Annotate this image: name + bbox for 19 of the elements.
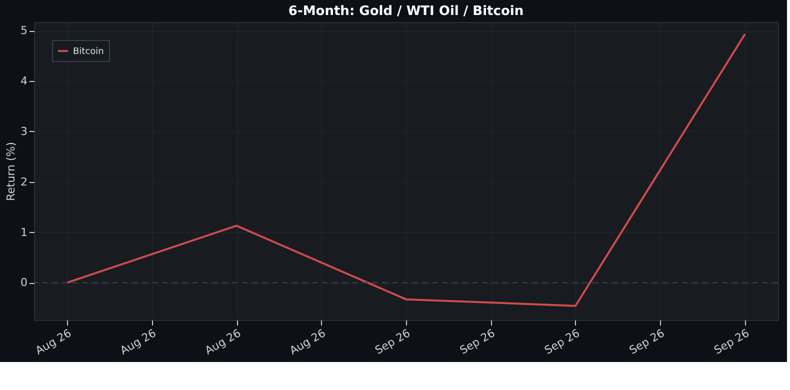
x-tick-label: Aug 26: [118, 326, 158, 358]
x-tick-label: Sep 26: [712, 326, 752, 358]
x-tick-label: Sep 26: [542, 326, 582, 358]
x-tick-label: Aug 26: [202, 326, 244, 358]
y-axis-title: Return (%): [4, 142, 18, 202]
x-tick-label: Aug 26: [288, 326, 328, 358]
y-tick-label: 3: [20, 124, 28, 138]
x-tick-label: Sep 26: [627, 326, 667, 358]
y-tick-label: 4: [20, 74, 28, 88]
legend-label: Bitcoin: [73, 47, 104, 57]
x-tick-label: Aug 26: [33, 326, 74, 358]
x-tick-label: Sep 26: [372, 326, 412, 358]
y-tick-label: 0: [20, 276, 28, 290]
line-series: [66, 33, 746, 307]
x-tick-label: Sep 26: [458, 326, 498, 358]
y-tick-label: 2: [20, 175, 28, 188]
y-tick-label: 5: [20, 24, 28, 38]
chart-title: 6-Month: Gold / WTI Oil / Bitcoin: [288, 4, 524, 19]
y-tick-label: 1: [20, 226, 28, 239]
